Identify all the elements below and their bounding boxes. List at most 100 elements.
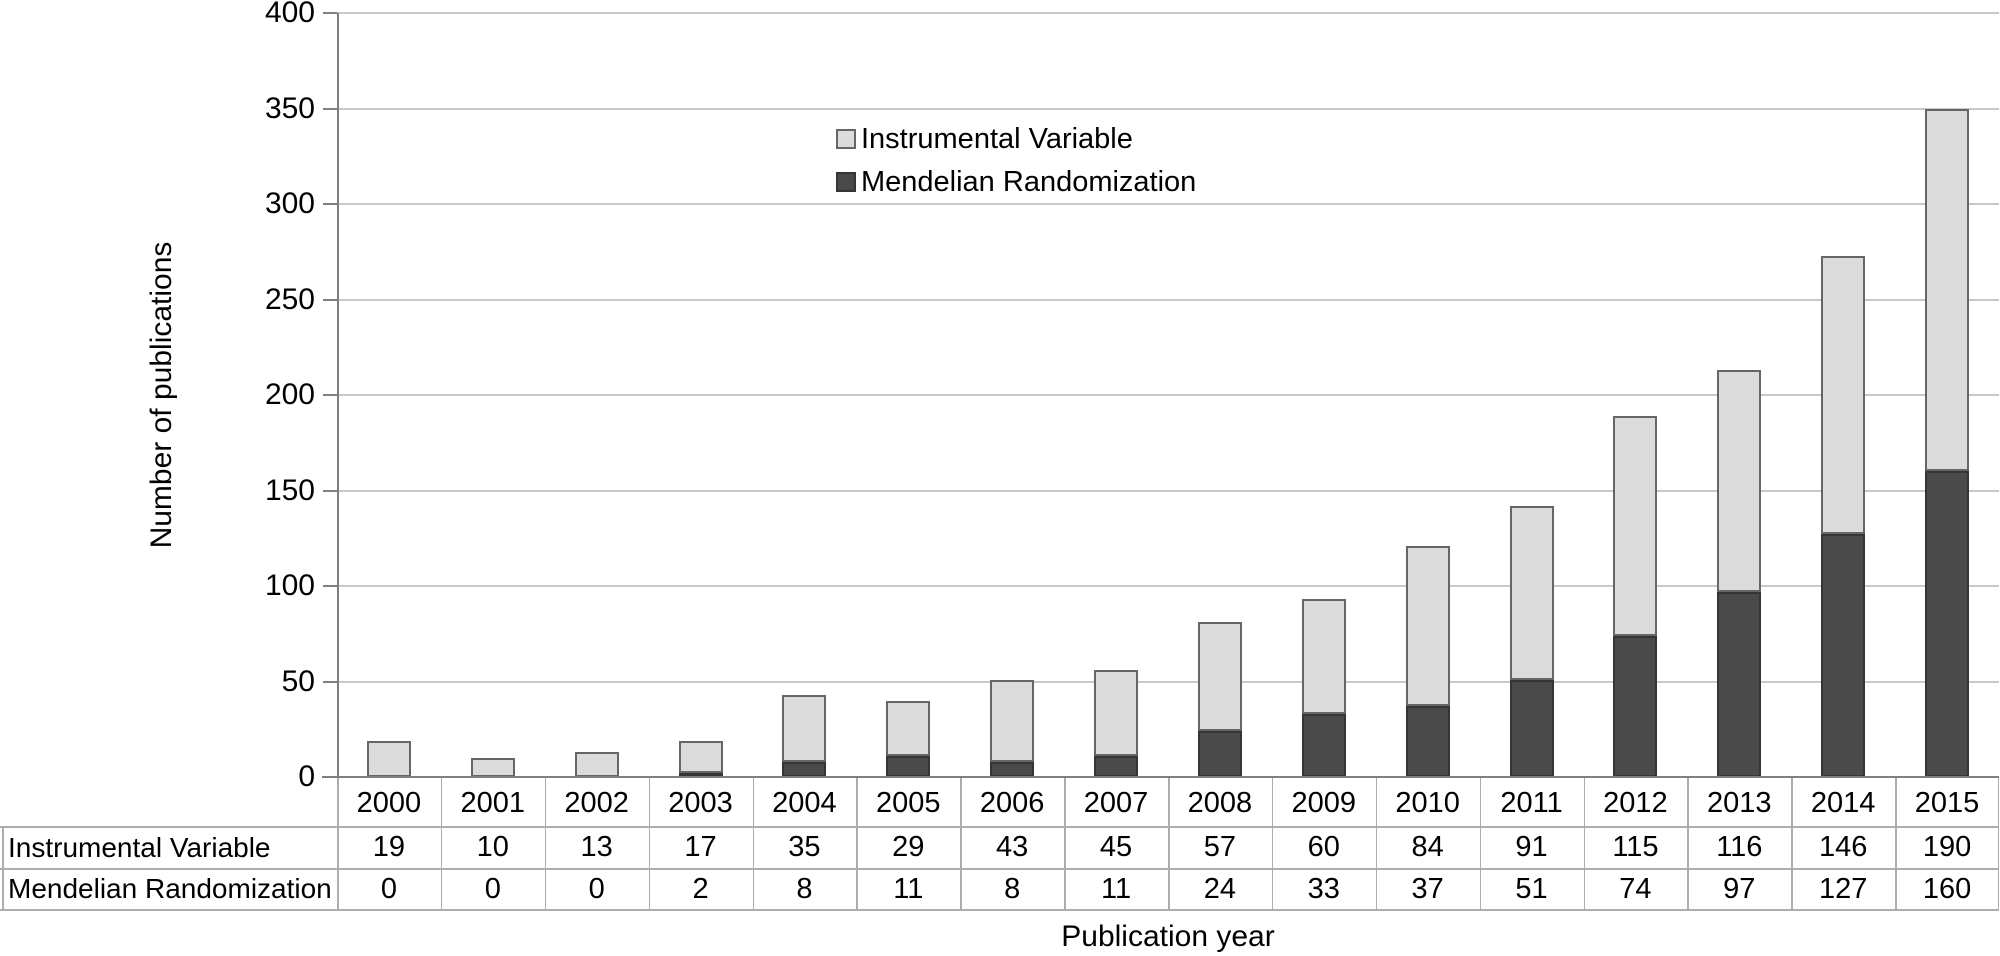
table-value-cell: 91 bbox=[1515, 831, 1548, 863]
table-value-cell: 19 bbox=[372, 831, 406, 863]
gridline-250 bbox=[337, 298, 1999, 301]
table-value-cell: 8 bbox=[796, 873, 813, 905]
table-year-header: 2006 bbox=[979, 787, 1045, 819]
bar-2010-instrumental-variable bbox=[1405, 545, 1450, 707]
table-vline-1 bbox=[440, 778, 443, 909]
bar-2013-instrumental-variable bbox=[1717, 370, 1762, 592]
bar-2002-instrumental-variable bbox=[574, 752, 619, 777]
table-year-header: 2008 bbox=[1187, 787, 1253, 819]
bar-2006-instrumental-variable bbox=[990, 679, 1035, 762]
bar-2001-instrumental-variable bbox=[470, 757, 515, 777]
legend-item-1: Mendelian Randomization bbox=[836, 165, 1196, 199]
gridline-150 bbox=[337, 489, 1999, 492]
table-value-cell: 13 bbox=[580, 831, 613, 863]
table-value-cell: 43 bbox=[996, 831, 1029, 863]
y-axis-line bbox=[337, 13, 339, 779]
legend-item-0: Instrumental Variable bbox=[836, 122, 1196, 156]
bar-2012-mendelian-randomization bbox=[1613, 635, 1658, 777]
table-year-header: 2015 bbox=[1914, 787, 1980, 819]
bar-2009-mendelian-randomization bbox=[1301, 713, 1346, 777]
table-year-header: 2003 bbox=[668, 787, 733, 819]
plot-area bbox=[337, 12, 1999, 777]
table-value-cell: 33 bbox=[1307, 873, 1340, 905]
table-value-cell: 60 bbox=[1307, 831, 1340, 863]
gridline-50 bbox=[337, 680, 1999, 683]
table-value-cell: 29 bbox=[892, 831, 925, 863]
bar-2011-instrumental-variable bbox=[1509, 505, 1554, 680]
bar-2011-mendelian-randomization bbox=[1509, 679, 1554, 777]
table-vline-6 bbox=[960, 778, 962, 909]
table-value-cell: 0 bbox=[484, 873, 501, 905]
table-value-cell: 190 bbox=[1922, 831, 1972, 863]
table-year-header: 2013 bbox=[1707, 787, 1772, 819]
table-vline-14 bbox=[1791, 778, 1793, 909]
table-year-header: 2009 bbox=[1291, 787, 1357, 819]
table-vline-3 bbox=[648, 778, 651, 909]
table-vline-2 bbox=[544, 778, 547, 909]
table-value-cell: 11 bbox=[1101, 873, 1132, 905]
bar-2010-mendelian-randomization bbox=[1405, 706, 1450, 777]
bar-2007-instrumental-variable bbox=[1094, 670, 1139, 756]
table-year-header: 2000 bbox=[356, 787, 422, 819]
table-value-cell: 74 bbox=[1619, 873, 1652, 905]
y-tick-label-150: 150 bbox=[264, 473, 315, 507]
table-value-cell: 51 bbox=[1515, 873, 1548, 905]
table-hline-1 bbox=[0, 868, 1999, 870]
y-tick-label-200: 200 bbox=[264, 378, 315, 411]
bar-2007-mendelian-randomization bbox=[1094, 756, 1139, 777]
table-value-cell: 84 bbox=[1411, 831, 1444, 863]
table-value-cell: 37 bbox=[1411, 873, 1444, 905]
legend-label: Instrumental Variable bbox=[861, 122, 1133, 155]
bar-2004-mendelian-randomization bbox=[782, 761, 827, 777]
table-value-cell: 35 bbox=[788, 831, 821, 863]
table-vline-8 bbox=[1168, 778, 1170, 909]
gridline-350 bbox=[337, 107, 1999, 110]
bar-2005-mendelian-randomization bbox=[886, 756, 931, 777]
table-value-cell: 127 bbox=[1818, 873, 1868, 905]
table-value-cell: 0 bbox=[588, 873, 605, 905]
table-vline-16 bbox=[1997, 778, 1999, 909]
table-row-label: Mendelian Randomization bbox=[8, 873, 332, 904]
bar-2015-instrumental-variable bbox=[1925, 108, 1970, 472]
table-vline-12 bbox=[1583, 778, 1585, 909]
y-tick-400 bbox=[323, 12, 337, 14]
table-hline-2 bbox=[0, 909, 1999, 911]
table-value-cell: 2 bbox=[692, 873, 709, 905]
bar-2003-instrumental-variable bbox=[678, 740, 723, 774]
bar-2005-instrumental-variable bbox=[886, 700, 931, 756]
legend-label: Mendelian Randomization bbox=[861, 165, 1197, 198]
table-year-header: 2007 bbox=[1083, 787, 1149, 819]
bar-2013-mendelian-randomization bbox=[1717, 591, 1762, 777]
bar-2015-mendelian-randomization bbox=[1925, 471, 1970, 777]
table-vline-11 bbox=[1479, 778, 1482, 909]
bar-2008-mendelian-randomization bbox=[1197, 731, 1242, 777]
x-axis-line bbox=[322, 776, 1999, 778]
table-value-cell: 24 bbox=[1203, 873, 1237, 905]
bar-2014-mendelian-randomization bbox=[1821, 534, 1866, 777]
table-vline-0 bbox=[337, 778, 339, 909]
y-tick-label-100: 100 bbox=[264, 569, 315, 602]
table-value-cell: 116 bbox=[1716, 831, 1763, 863]
bar-2009-instrumental-variable bbox=[1301, 599, 1346, 714]
y-axis-title: Number of publications bbox=[145, 241, 178, 549]
table-vline-13 bbox=[1687, 778, 1689, 909]
table-year-header: 2002 bbox=[564, 787, 629, 819]
table-year-header: 2011 bbox=[1500, 787, 1563, 819]
bar-2012-instrumental-variable bbox=[1613, 416, 1658, 636]
table-value-cell: 8 bbox=[1004, 873, 1021, 905]
gridline-100 bbox=[337, 585, 1999, 587]
legend-swatch-icon bbox=[836, 172, 856, 192]
table-value-cell: 17 bbox=[684, 831, 717, 863]
bar-2014-instrumental-variable bbox=[1821, 255, 1866, 535]
table-vline-7 bbox=[1064, 778, 1066, 909]
table-vline-15 bbox=[1895, 778, 1897, 909]
y-tick-label-0: 0 bbox=[298, 760, 315, 793]
x-axis-title: Publication year bbox=[1061, 920, 1275, 953]
table-year-header: 2014 bbox=[1810, 787, 1876, 819]
bar-2008-instrumental-variable bbox=[1197, 622, 1242, 732]
legend: Instrumental Variable Mendelian Randomiza… bbox=[836, 122, 1196, 208]
y-tick-label-350: 350 bbox=[264, 91, 315, 125]
table-vline-5 bbox=[856, 778, 858, 909]
y-tick-50 bbox=[323, 680, 337, 683]
